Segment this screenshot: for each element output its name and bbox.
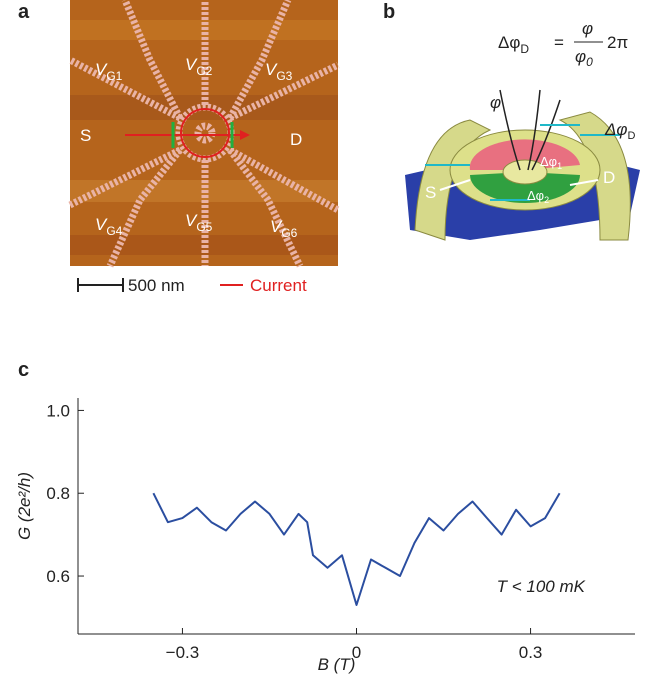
panel-label: c xyxy=(18,359,29,381)
scale-bar xyxy=(78,278,123,292)
y-axis-label: G (2e²/h) xyxy=(15,472,34,540)
annotation: T < 100 mK xyxy=(497,577,586,596)
figure: a VG1VG2VG3VG4VG5VG6 S D 500 nm xyxy=(0,0,650,679)
phase-d: Δφ xyxy=(604,120,628,139)
y-tick-label: 1.0 xyxy=(46,401,70,420)
phase-1: Δφ xyxy=(540,154,557,169)
gate-subscript: G4 xyxy=(106,224,122,238)
source-label: S xyxy=(80,126,91,145)
y-tick-label: 0.6 xyxy=(46,567,70,586)
eq-numerator: φ xyxy=(582,19,593,38)
equation: ΔφD = φ φ0 2π xyxy=(498,19,628,69)
svg-text:ΔφD: ΔφD xyxy=(498,33,529,56)
x-tick-label: −0.3 xyxy=(166,643,200,662)
eq-factor: 2π xyxy=(607,33,628,52)
legend-label: Current xyxy=(250,276,307,295)
svg-text:φ0: φ0 xyxy=(575,47,593,69)
x-tick-label: 0.3 xyxy=(519,643,543,662)
panel-label: b xyxy=(383,1,395,23)
drain-label: D xyxy=(603,168,615,187)
eq-denominator: φ xyxy=(575,47,586,66)
phase-2: Δφ xyxy=(527,188,544,203)
phase-2-sub: 2 xyxy=(544,195,549,205)
phase-d-sub: D xyxy=(628,130,636,142)
y-tick-label: 0.8 xyxy=(46,484,70,503)
gate-subscript: G5 xyxy=(196,220,212,234)
gate-subscript: G3 xyxy=(276,69,292,83)
eq-lhs-sub: D xyxy=(520,42,529,56)
gate-subscript: G2 xyxy=(196,64,212,78)
svg-text:ΔφD: ΔφD xyxy=(604,120,636,142)
eq-equals: = xyxy=(554,33,564,52)
panel-label: a xyxy=(18,1,30,23)
scale-label: 500 nm xyxy=(128,276,185,295)
gate-subscript: G1 xyxy=(106,69,122,83)
flux-label: φ xyxy=(490,93,501,112)
phase-1-sub: 1 xyxy=(557,161,562,171)
source-label: S xyxy=(425,183,436,202)
drain-label: D xyxy=(290,130,302,149)
eq-lhs: Δφ xyxy=(498,33,520,52)
gate-subscript: G6 xyxy=(281,226,297,240)
device-schematic xyxy=(405,90,640,240)
x-axis-label: B (T) xyxy=(318,655,356,674)
eq-denominator-sub: 0 xyxy=(586,55,593,69)
